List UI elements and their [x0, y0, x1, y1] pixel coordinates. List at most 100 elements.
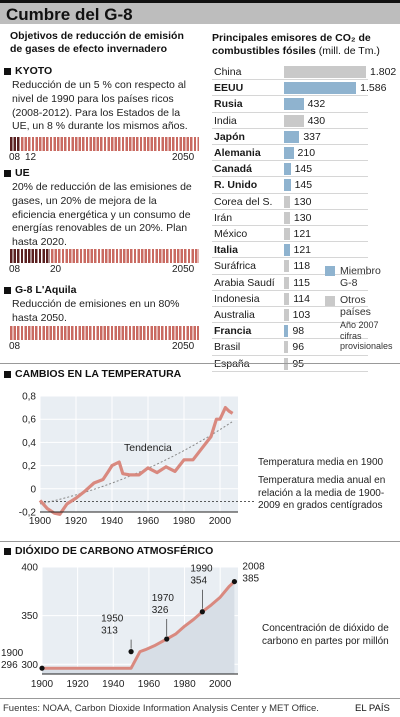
- y-tick-label: 300: [21, 660, 38, 671]
- page-title: Cumbre del G-8: [6, 5, 133, 24]
- emitter-value: 121: [293, 228, 312, 240]
- x-tick-label: 1960: [137, 516, 160, 527]
- emitter-bar: [284, 130, 300, 143]
- g8-text: Reducción de emisiones en un 80% hasta 2…: [12, 298, 180, 324]
- emitter-value: 145: [294, 163, 313, 176]
- x-tick-label: 2000: [209, 679, 232, 690]
- g8-tick-end: 2050: [172, 341, 195, 352]
- emitter-bar: [284, 195, 290, 208]
- temperature-chart: -0,2 0 0,2 0,4 0,6 0,8 1900 1920 1940 1960 1980 200…: [19, 392, 256, 527]
- co2-area: [42, 581, 235, 674]
- emitter-country: Alemania: [214, 147, 261, 159]
- emitter-bar: [284, 163, 291, 176]
- co2-heading: DIÓXIDO DE CARBONO ATMOSFÉRICO: [4, 545, 213, 557]
- ue-heading: UE: [4, 167, 30, 179]
- emitter-country: Japón: [214, 130, 245, 143]
- emitter-row: Corea del S. 130: [212, 194, 368, 210]
- title-bar: Cumbre del G-8: [0, 0, 400, 24]
- emitter-value: 432: [307, 98, 326, 111]
- co2-title: DIÓXIDO DE CARBONO ATMOSFÉRICO: [15, 545, 214, 557]
- co2-annotation-dot: [231, 578, 238, 585]
- y-tick-label: 350: [21, 611, 38, 622]
- kyoto-heading: KYOTO: [4, 65, 52, 77]
- y-tick-label: 0,8: [22, 392, 36, 403]
- legend-note: Año 2007 cifras provisionales: [340, 320, 393, 351]
- emitter-value: 1.586: [360, 82, 387, 95]
- emitter-country: Rusia: [214, 98, 243, 111]
- emitter-country: EEUU: [214, 82, 244, 95]
- emitter-country: India: [214, 114, 237, 127]
- emitter-bar: [284, 179, 291, 192]
- ue-text: 20% de reducción de las emisiones de gas…: [12, 181, 192, 249]
- g8-tick-start: 08: [9, 341, 21, 352]
- x-tick-label: 2000: [209, 516, 232, 527]
- objectives-heading: Objetivos de reducción de emisión de gas…: [10, 30, 184, 55]
- emitter-country: Corea del S.: [214, 195, 273, 208]
- footer-brand: EL PAÍS: [355, 703, 390, 714]
- x-tick-label: 1940: [101, 516, 124, 527]
- legend-member-label: Miembro G-8: [340, 265, 381, 289]
- trend-label: Tendencia: [124, 442, 172, 454]
- co2-note: Concentración de dióxido de carbono en p…: [262, 623, 389, 647]
- section-divider: [0, 363, 400, 364]
- temperature-heading: CAMBIOS EN LA TEMPERATURA: [4, 368, 181, 380]
- emitter-row: México 121: [212, 226, 368, 243]
- baseline-label: Temperatura media en 1900: [258, 457, 384, 468]
- emitter-value: 115: [293, 276, 310, 289]
- co2-annotation-dot: [199, 609, 205, 615]
- x-tick-label: 1980: [173, 516, 196, 527]
- x-tick-label: 1940: [102, 679, 125, 690]
- emitter-country: Australia: [214, 309, 255, 321]
- emitter-bar: [284, 98, 304, 111]
- emitter-country: Francia: [214, 325, 252, 338]
- emitter-bar: [284, 341, 289, 354]
- x-tick-label: 1900: [29, 516, 52, 527]
- emitter-row: Arabia Saudí 115: [212, 275, 368, 291]
- emitter-bar: [284, 147, 294, 159]
- co2-annotation-value: 296: [1, 660, 18, 671]
- ue-period-bar: [10, 249, 50, 263]
- square-bullet-icon: [4, 370, 11, 378]
- emitter-value: 130: [293, 211, 312, 224]
- y-tick-label: -0,2: [19, 508, 37, 519]
- emitter-value: 145: [294, 179, 313, 192]
- kyoto-text: Reducción de un 5 % con respecto al nive…: [12, 79, 188, 133]
- x-tick-label: 1920: [65, 516, 88, 527]
- emitter-row: Canadá 145: [212, 161, 368, 178]
- x-tick-label: 1900: [31, 679, 54, 690]
- emitter-row: China 1.802: [212, 64, 396, 81]
- x-tick-label: 1960: [138, 679, 161, 690]
- legend-other-swatch: [325, 296, 335, 306]
- co2-annotation-dot: [164, 636, 170, 642]
- emitter-bar: [284, 211, 290, 224]
- emitter-row: Japón 337: [212, 129, 368, 145]
- emitter-row: Brasil 96: [212, 339, 368, 356]
- emitter-bar: [284, 244, 290, 257]
- square-bullet-icon: [4, 547, 11, 555]
- co2-annotation-dot: [39, 665, 45, 671]
- kyoto-tick-mid: 12: [25, 152, 37, 163]
- ue-timeline-bar: [51, 249, 199, 263]
- plot-background: [40, 396, 238, 512]
- emitter-bar: [284, 82, 357, 95]
- emitters-title: Principales emisores de CO₂ de combustib…: [212, 32, 371, 57]
- temperature-title: CAMBIOS EN LA TEMPERATURA: [15, 368, 182, 380]
- kyoto-label: KYOTO: [15, 65, 53, 77]
- co2-annotation-dot: [128, 649, 134, 655]
- emitter-country: China: [214, 66, 242, 78]
- emitter-country: Irán: [214, 211, 233, 224]
- emitter-row: Suráfrica 118: [212, 258, 368, 275]
- y-tick-label: 0,6: [22, 415, 36, 426]
- emitters-unit: (mill. de Tm.): [318, 44, 380, 57]
- emitter-value: 210: [297, 147, 316, 159]
- emitter-bar: [284, 292, 290, 305]
- temperature-series-line: [38, 406, 234, 516]
- co2-annotation-value: 354: [190, 576, 207, 587]
- emitter-value: 98: [292, 325, 305, 338]
- emitter-bar: [284, 114, 304, 127]
- emitter-country: Brasil: [214, 341, 241, 354]
- y-tick-label: 0,2: [22, 461, 36, 472]
- emitter-bar: [284, 66, 366, 78]
- x-tick-label: 1920: [67, 679, 90, 690]
- emitter-country: Canadá: [214, 163, 252, 176]
